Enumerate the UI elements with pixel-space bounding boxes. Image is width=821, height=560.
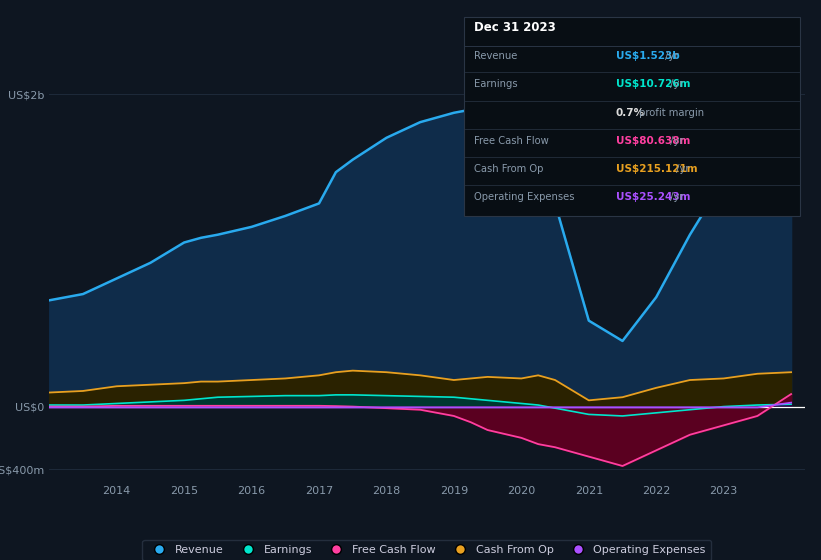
Text: Free Cash Flow: Free Cash Flow xyxy=(474,136,548,146)
Text: Dec 31 2023: Dec 31 2023 xyxy=(474,21,556,34)
Legend: Revenue, Earnings, Free Cash Flow, Cash From Op, Operating Expenses: Revenue, Earnings, Free Cash Flow, Cash … xyxy=(143,540,711,560)
Text: profit margin: profit margin xyxy=(636,108,704,118)
Text: /yr: /yr xyxy=(667,193,684,202)
Text: US$1.523b: US$1.523b xyxy=(616,51,680,61)
Text: US$80.638m: US$80.638m xyxy=(616,136,690,146)
Text: 0.7%: 0.7% xyxy=(616,108,644,118)
Text: /yr: /yr xyxy=(663,51,679,61)
Text: Revenue: Revenue xyxy=(474,51,517,61)
Text: /yr: /yr xyxy=(667,136,684,146)
Text: Earnings: Earnings xyxy=(474,80,517,89)
Text: Operating Expenses: Operating Expenses xyxy=(474,193,574,202)
Text: Cash From Op: Cash From Op xyxy=(474,164,544,174)
Text: /yr: /yr xyxy=(672,164,689,174)
Text: /yr: /yr xyxy=(667,80,684,89)
Text: US$25.243m: US$25.243m xyxy=(616,193,690,202)
Text: US$10.726m: US$10.726m xyxy=(616,80,690,89)
Text: US$215.121m: US$215.121m xyxy=(616,164,697,174)
